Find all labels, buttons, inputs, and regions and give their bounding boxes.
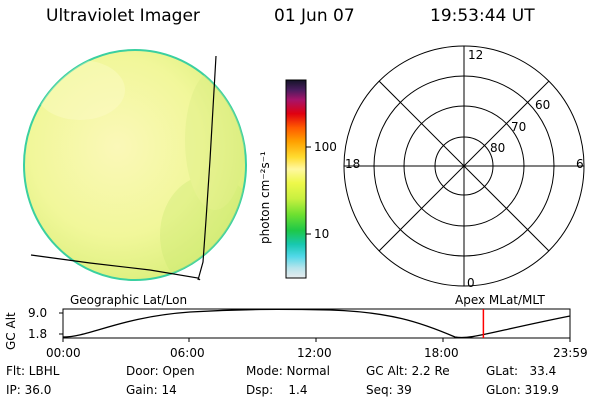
altitude-ytick-1-8: 1.8 <box>28 327 48 341</box>
colorbar-unit-label: photon cm⁻²s⁻¹ <box>258 151 272 244</box>
mlt-label-12: 12 <box>468 48 484 62</box>
ip-info: IP: 36.0 <box>6 383 52 397</box>
glat-info: GLat: 33.4 <box>486 364 557 378</box>
apex-label: Apex MLat/MLT <box>455 293 545 307</box>
altitude-curve <box>62 308 571 339</box>
altitude-plot <box>59 308 571 342</box>
geographic-label: Geographic Lat/Lon <box>70 293 188 307</box>
mlt-label-0: 0 <box>467 276 475 290</box>
instrument-title: Ultraviolet Imager <box>46 6 200 26</box>
glon-info: GLon: 319.9 <box>486 383 559 397</box>
time-tick-1800: 18:00 <box>424 346 459 360</box>
door-info: Door: Open <box>126 364 195 378</box>
mode-info: Mode: Normal <box>246 364 330 378</box>
observation-date: 01 Jun 07 <box>274 6 355 26</box>
gain-info: Gain: 14 <box>126 383 177 397</box>
polar-plot <box>343 45 585 287</box>
mlt-label-6: 6 <box>576 157 584 171</box>
mlat-label-80: 80 <box>490 141 506 155</box>
mlt-label-18: 18 <box>345 157 361 171</box>
earth-disk-image <box>23 49 247 281</box>
mlat-label-70: 70 <box>511 120 527 134</box>
observation-time: 19:53:44 UT <box>430 6 535 26</box>
time-tick-2359: 23:59 <box>553 346 588 360</box>
dsp-info: Dsp: 1.4 <box>246 383 308 397</box>
filter-info: Flt: LBHL <box>6 364 60 378</box>
altitude-ylabel: GC Alt <box>4 312 18 350</box>
colorbar <box>285 79 311 279</box>
time-tick-0600: 06:00 <box>170 346 205 360</box>
colorbar-tick-10: 10 <box>314 227 330 241</box>
time-tick-1200: 12:00 <box>297 346 332 360</box>
mlat-label-60: 60 <box>535 98 551 112</box>
seq-info: Seq: 39 <box>366 383 412 397</box>
time-tick-0000: 00:00 <box>46 346 81 360</box>
altitude-ytick-9: 9.0 <box>28 306 48 320</box>
colorbar-tick-100: 100 <box>314 140 337 154</box>
gc-alt-info: GC Alt: 2.2 Re <box>366 364 450 378</box>
latitude-line <box>30 254 201 281</box>
longitude-line <box>197 55 217 281</box>
